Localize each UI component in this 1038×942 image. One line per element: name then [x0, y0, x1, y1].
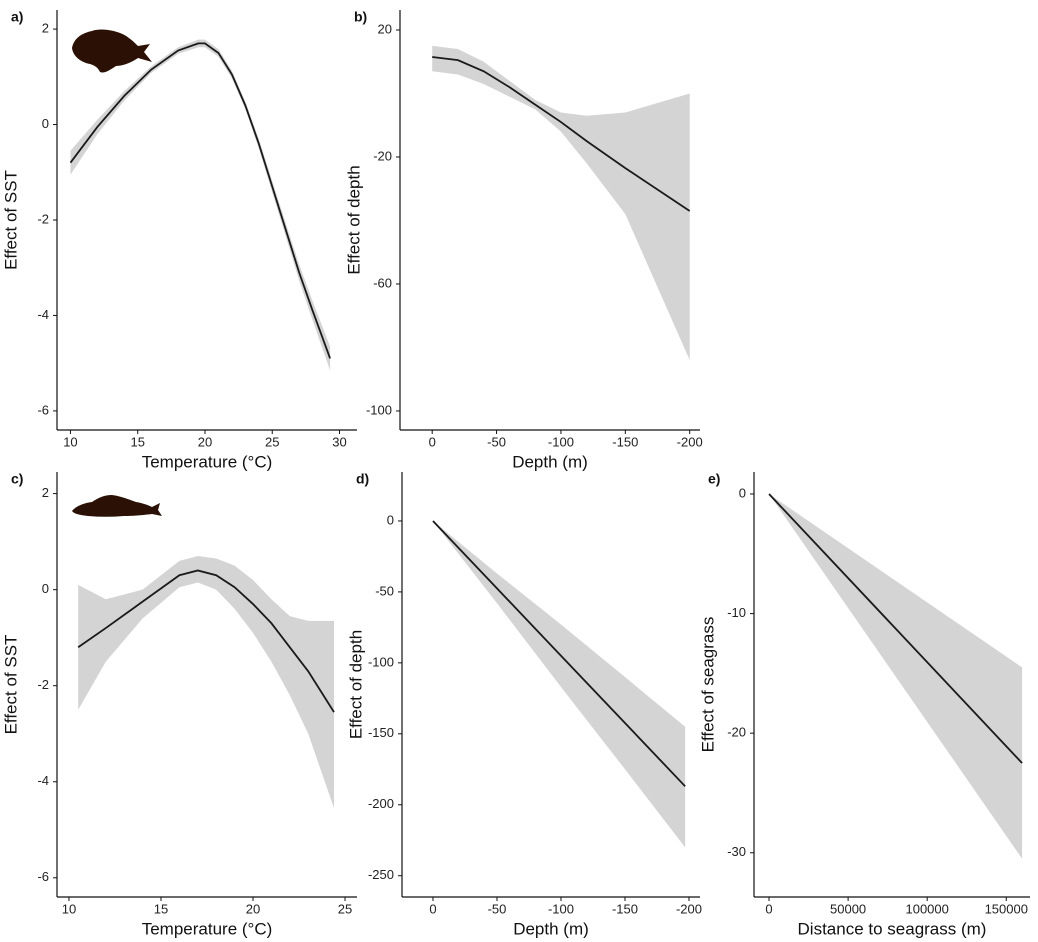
- confidence-band: [432, 45, 690, 361]
- x-tick-label: 0: [429, 901, 436, 916]
- y-tick-label: -150: [368, 725, 394, 740]
- x-tick-label: 10: [62, 901, 76, 916]
- x-axis-title: Temperature (°C): [142, 919, 273, 938]
- fish-icon: [72, 495, 162, 517]
- y-axis-title: Effect of depth: [344, 165, 363, 274]
- y-axis-title: Effect of SST: [1, 635, 20, 735]
- x-axis-title: Distance to seagrass (m): [798, 919, 987, 938]
- y-tick-label: 2: [42, 21, 49, 36]
- x-tick-label: 20: [198, 434, 212, 449]
- y-tick-label: -100: [368, 654, 394, 669]
- y-tick-label: 0: [42, 581, 49, 596]
- panel-label: d): [356, 471, 369, 487]
- line: [77, 569, 335, 713]
- y-tick-label: -250: [368, 867, 394, 882]
- x-tick-label: -200: [676, 901, 702, 916]
- y-tick-label: -60: [373, 275, 392, 290]
- confidence-band: [70, 39, 331, 371]
- y-axis-title: Effect of seagrass: [698, 617, 717, 753]
- y-tick-label: -100: [366, 402, 392, 417]
- y-tick-label: -2: [37, 211, 49, 226]
- line: [432, 56, 691, 212]
- y-tick-label: -200: [368, 796, 394, 811]
- x-tick-label: -100: [548, 434, 574, 449]
- x-tick-label: -100: [548, 901, 574, 916]
- x-axis-title: Temperature (°C): [142, 452, 273, 471]
- y-axis-title: Effect of SST: [1, 170, 20, 270]
- x-tick-label: 50000: [830, 901, 866, 916]
- x-tick-label: 15: [130, 434, 144, 449]
- y-tick-label: -4: [37, 307, 49, 322]
- y-tick-label: 0: [42, 116, 49, 131]
- x-tick-label: -50: [487, 434, 506, 449]
- confidence-band: [769, 494, 1023, 859]
- x-tick-label: -50: [488, 901, 507, 916]
- x-tick-label: 0: [765, 901, 772, 916]
- y-tick-label: -6: [37, 869, 49, 884]
- x-tick-label: -200: [677, 434, 703, 449]
- x-axis-title: Depth (m): [512, 452, 588, 471]
- x-tick-label: -150: [612, 901, 638, 916]
- line: [768, 493, 1023, 764]
- line: [69, 42, 331, 359]
- y-tick-label: 0: [739, 485, 746, 500]
- y-tick-label: -20: [727, 725, 746, 740]
- y-tick-label: -2: [37, 677, 49, 692]
- y-tick-label: -6: [37, 402, 49, 417]
- x-tick-label: 0: [429, 434, 436, 449]
- panel-label: e): [708, 471, 720, 487]
- y-tick-label: 20: [378, 21, 392, 36]
- y-tick-label: -50: [375, 583, 394, 598]
- y-tick-label: -10: [727, 605, 746, 620]
- x-tick-label: -150: [612, 434, 638, 449]
- y-axis-title: Effect of depth: [346, 630, 365, 739]
- confidence-band: [432, 520, 686, 848]
- x-tick-label: 20: [246, 901, 260, 916]
- y-tick-label: -4: [37, 773, 49, 788]
- confidence-band: [78, 556, 334, 809]
- y-tick-label: 0: [387, 512, 394, 527]
- x-axis-title: Depth (m): [513, 919, 589, 938]
- x-tick-label: 150000: [985, 901, 1028, 916]
- fish-icon: [72, 29, 152, 73]
- y-tick-label: 2: [42, 485, 49, 500]
- panel-label: a): [11, 9, 23, 25]
- x-tick-label: 25: [265, 434, 279, 449]
- x-tick-label: 100000: [905, 901, 948, 916]
- x-tick-label: 10: [63, 434, 77, 449]
- x-tick-label: 25: [338, 901, 352, 916]
- x-tick-label: 30: [332, 434, 346, 449]
- x-tick-label: 15: [154, 901, 168, 916]
- line: [432, 520, 686, 787]
- y-tick-label: -30: [727, 844, 746, 859]
- panel-label: b): [354, 9, 367, 25]
- y-tick-label: -20: [373, 148, 392, 163]
- panel-label: c): [11, 471, 23, 487]
